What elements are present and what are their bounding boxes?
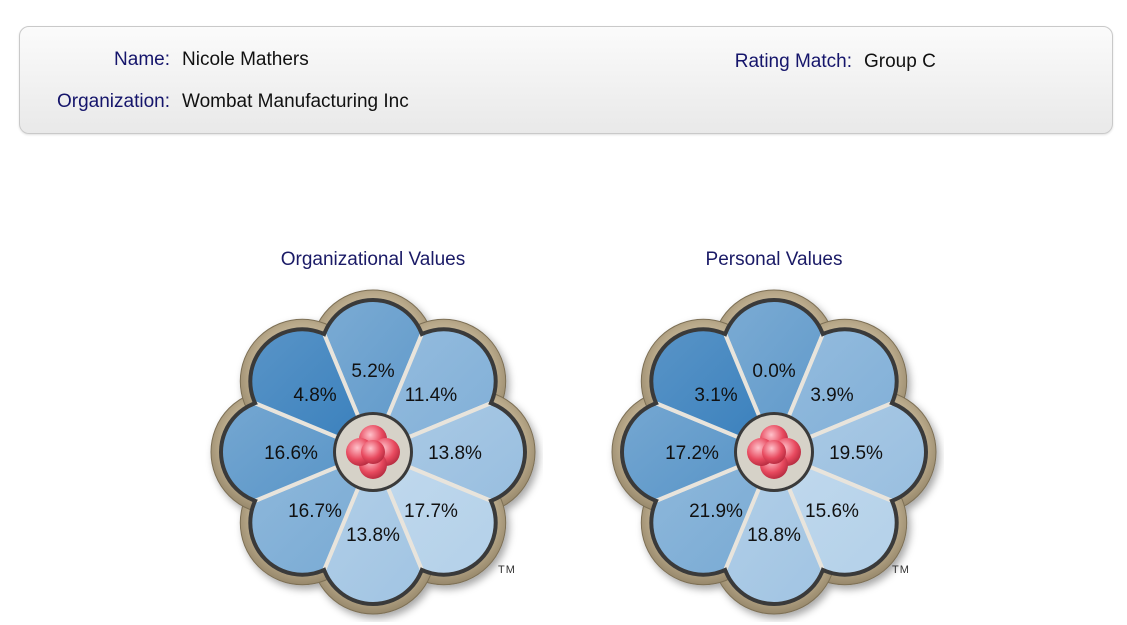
organizational-values-flower-chart: 5.2%11.4%13.8%17.7%13.8%16.7%16.6%4.8% (210, 289, 536, 615)
petal-label-bottom: 13.8% (346, 525, 400, 546)
petal-label-top-left: 4.8% (293, 385, 336, 406)
petal-label-bottom-left: 21.9% (689, 501, 743, 522)
center-emblem (747, 425, 801, 479)
petal-label-right: 19.5% (829, 443, 883, 464)
petal-label-bottom-left: 16.7% (288, 501, 342, 522)
personal-values-title: Personal Values (705, 249, 843, 270)
center-emblem (346, 425, 400, 479)
rating-match-value: Group C (864, 51, 936, 72)
petal-label-top-right: 11.4% (405, 385, 458, 406)
petal-label-bottom: 18.8% (747, 525, 801, 546)
petal-label-top-right: 3.9% (810, 385, 853, 406)
personal-values-flower-chart: 0.0% 3.9% 19.5% 15.6%18.8%21.9% 17.2% 3.1% (611, 289, 937, 615)
name-label: Name: (114, 49, 170, 70)
organizational-values-title: Organizational Values (280, 249, 466, 270)
rating-match-label: Rating Match: (734, 51, 852, 72)
name-value: Nicole Mathers (182, 49, 309, 70)
personal-trademark: TM (892, 564, 910, 576)
petal-label-bottom-right: 17.7% (404, 501, 458, 522)
organization-label: Organization: (56, 91, 170, 112)
petal-label-top: 5.2% (351, 361, 394, 382)
petal-label-left: 16.6% (264, 443, 318, 464)
petal-label-left: 17.2% (665, 443, 719, 464)
petal-label-top: 0.0% (752, 361, 795, 382)
petal-label-right: 13.8% (428, 443, 482, 464)
organization-value: Wombat Manufacturing Inc (182, 91, 409, 112)
organizational-trademark: TM (498, 564, 516, 576)
profile-panel: Name: Nicole Mathers Organization: Womba… (19, 26, 1113, 134)
petal-label-bottom-right: 15.6% (805, 501, 859, 522)
petal-label-top-left: 3.1% (694, 385, 737, 406)
